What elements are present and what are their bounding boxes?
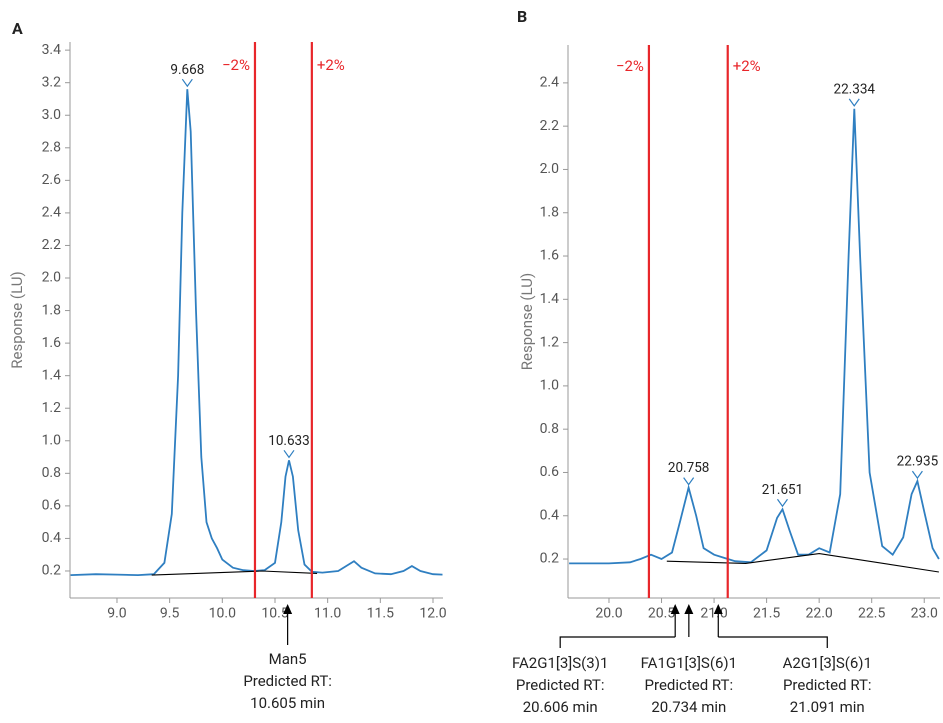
x-tick-label: 23.0 [911, 606, 938, 622]
callout-leader [718, 636, 828, 648]
y-tick-label: 1.2 [540, 334, 560, 350]
y-tick-label: 1.8 [540, 204, 560, 220]
rt-window-label: +2% [317, 56, 345, 74]
x-tick-label: 11.0 [314, 606, 341, 622]
peak-label: 22.935 [897, 454, 939, 470]
y-tick-label: 1.0 [42, 432, 62, 448]
callout-text: Man5 [269, 650, 307, 668]
x-tick-label: 21.5 [753, 606, 780, 622]
y-axis-label: Response (LU) [518, 273, 536, 370]
x-tick-label: 9.5 [160, 606, 180, 622]
y-tick-label: 2.8 [42, 139, 62, 155]
y-tick-label: 2.6 [42, 172, 62, 188]
rt-window-label: +2% [733, 57, 761, 75]
peak-marker [683, 477, 695, 486]
y-tick-label: 0.8 [540, 421, 560, 437]
peak-marker [911, 470, 923, 480]
y-tick-label: 2.4 [540, 75, 560, 91]
y-tick-label: 0.8 [42, 465, 62, 481]
peak-label: 22.334 [834, 81, 876, 97]
x-tick-label: 12.0 [419, 606, 446, 622]
x-tick-label: 10.5 [261, 606, 288, 622]
callout-text: 10.605 min [250, 694, 325, 712]
y-tick-label: 1.8 [42, 302, 62, 318]
peak-marker [181, 78, 193, 88]
y-tick-label: 0.2 [540, 551, 560, 567]
y-tick-label: 2.0 [540, 161, 560, 177]
y-tick-label: 3.2 [42, 74, 62, 90]
peak-label: 9.668 [170, 62, 204, 78]
callout-text: 20.606 min [523, 698, 598, 716]
callout-text: Predicted RT: [783, 676, 872, 694]
x-tick-label: 9.0 [107, 606, 127, 622]
callout-arrowhead [670, 604, 680, 614]
y-tick-label: 2.2 [42, 237, 62, 253]
callout-text: Predicted RT: [516, 676, 605, 694]
callout-leader [559, 636, 676, 648]
y-tick-label: 1.6 [42, 335, 62, 351]
callout-text: Predicted RT: [645, 676, 734, 694]
callout-arrowhead [713, 604, 723, 614]
peak-label: 21.651 [762, 482, 804, 498]
y-tick-label: 1.6 [540, 248, 560, 264]
y-tick-label: 0.2 [42, 563, 62, 579]
baseline [151, 570, 318, 576]
y-tick-label: 0.4 [540, 507, 560, 523]
x-tick-label: 22.5 [858, 606, 885, 622]
panel-label: B [517, 7, 527, 26]
x-tick-label: 22.0 [806, 606, 833, 622]
y-tick-label: 1.4 [540, 291, 560, 307]
peak-marker [776, 498, 788, 508]
peak-marker [848, 98, 860, 107]
trace [569, 108, 940, 565]
callout-text: FA1G1[3]S(6)1 [641, 654, 737, 672]
x-tick-label: 20.5 [648, 606, 675, 622]
y-axis-label: Response (LU) [8, 271, 26, 368]
peak-label: 10.633 [268, 433, 310, 449]
y-tick-label: 2.2 [540, 118, 560, 134]
y-tick-label: 0.6 [42, 498, 62, 514]
y-tick-label: 2.0 [42, 270, 62, 286]
rt-window-label: −2% [616, 57, 644, 75]
x-tick-label: 11.5 [367, 606, 394, 622]
y-tick-label: 0.6 [540, 464, 560, 480]
callout-text: 21.091 min [790, 698, 865, 716]
baseline [666, 553, 939, 573]
y-tick-label: 1.4 [42, 367, 62, 383]
y-tick-label: 1.2 [42, 400, 62, 416]
trace [70, 89, 443, 577]
x-tick-label: 20.0 [595, 606, 622, 622]
callout-arrowhead [684, 604, 694, 614]
y-tick-label: 2.4 [42, 205, 62, 221]
callout-text: A2G1[3]S(6)1 [783, 654, 872, 672]
y-tick-label: 3.0 [42, 107, 62, 123]
callout-text: 20.734 min [651, 698, 726, 716]
callout-arrowhead [283, 604, 293, 614]
panel-label: A [12, 19, 23, 38]
callout-text: FA2G1[3]S(3)1 [512, 654, 608, 672]
peak-marker [283, 449, 295, 459]
callout-text: Predicted RT: [243, 672, 332, 690]
y-tick-label: 0.4 [42, 530, 62, 546]
y-tick-label: 3.4 [42, 42, 62, 58]
rt-window-label: −2% [222, 56, 250, 74]
y-tick-label: 1.0 [540, 378, 560, 394]
peak-label: 20.758 [668, 460, 710, 476]
x-tick-label: 10.0 [209, 606, 236, 622]
